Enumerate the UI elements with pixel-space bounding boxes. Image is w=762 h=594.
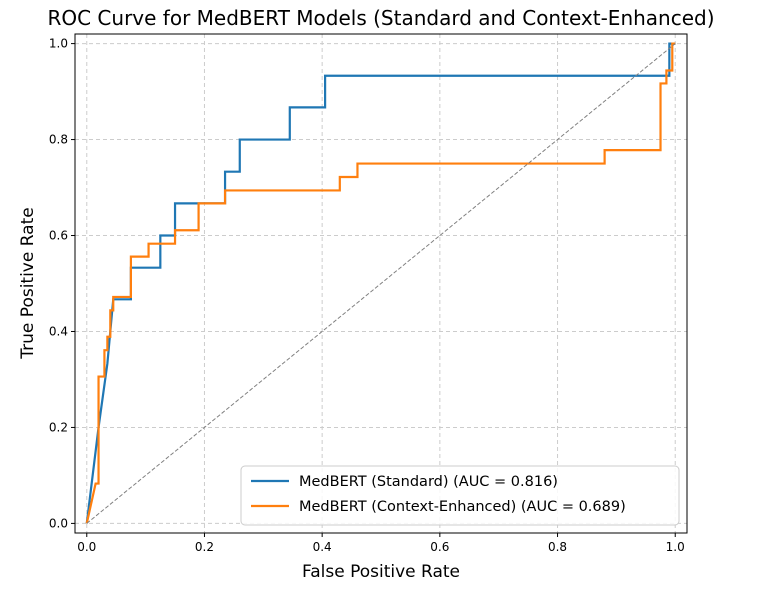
y-tick-label: 0.4 — [49, 324, 68, 338]
plot-layer — [85, 42, 676, 524]
grid-layer — [75, 34, 687, 533]
legend: MedBERT (Standard) (AUC = 0.816) MedBERT … — [240, 465, 680, 526]
legend-label-0: MedBERT (Standard) (AUC = 0.816) — [299, 474, 558, 490]
x-tick-label: 1.0 — [666, 540, 685, 554]
x-tick-label: 0.4 — [313, 540, 332, 554]
x-tick-label: 0.0 — [77, 540, 96, 554]
chart-title: ROC Curve for MedBERT Models (Standard a… — [47, 6, 714, 30]
x-axis-label: False Positive Rate — [302, 562, 460, 582]
y-tick-label: 0.0 — [49, 516, 68, 530]
x-tick-label: 0.2 — [195, 540, 214, 554]
y-tick-label: 0.8 — [49, 133, 68, 147]
x-tick-label: 0.6 — [430, 540, 449, 554]
chance-diagonal-line — [86, 43, 676, 524]
y-tick-label: 0.2 — [49, 420, 68, 434]
axes-layer: 0.0 0.2 0.4 0.6 0.8 1.0 0.0 0.2 0.4 0.6 0.8 1.0 — [49, 33, 688, 554]
x-tick-label: 0.8 — [548, 540, 567, 554]
y-tick-label: 0.6 — [49, 229, 68, 243]
legend-label-1: MedBERT (Context-Enhanced) (AUC = 0.689) — [299, 499, 626, 515]
series-line-1 — [85, 42, 676, 524]
y-tick-label: 1.0 — [49, 37, 68, 51]
plot-frame — [74, 33, 688, 534]
y-axis-label: True Positive Rate — [18, 207, 38, 359]
legend-box — [240, 465, 680, 526]
